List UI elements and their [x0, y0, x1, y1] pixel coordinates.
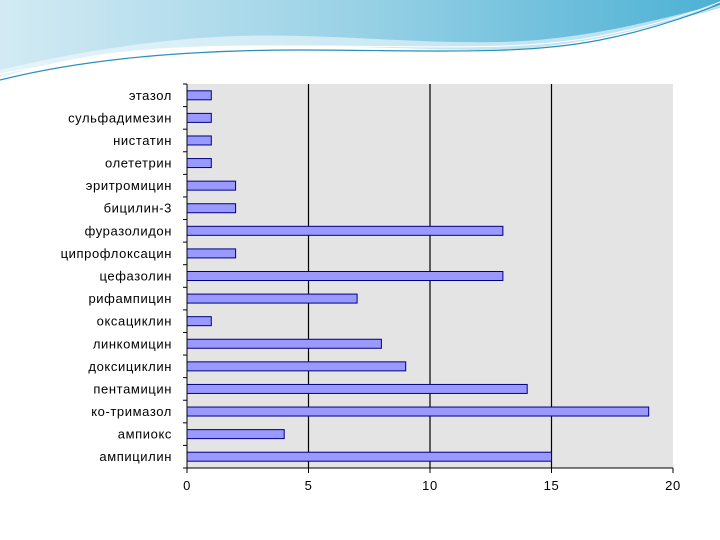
bar-14 [186, 406, 650, 417]
bar-1 [186, 112, 212, 123]
bar-0 [186, 90, 212, 101]
bar-5 [186, 203, 237, 214]
x-tick-label: 20 [665, 478, 681, 493]
bar-15 [186, 429, 285, 440]
bar-16 [186, 451, 552, 462]
category-label: ко-тримазол [91, 404, 172, 419]
bars [186, 90, 650, 462]
header-wave-decoration [0, 0, 720, 81]
bar-3 [186, 158, 212, 169]
x-tick-label: 0 [183, 478, 191, 493]
bar-6 [186, 225, 504, 236]
category-label: доксициклин [88, 359, 172, 374]
wave-line-2 [0, 1, 720, 75]
category-label: сульфадимезин [68, 110, 172, 125]
category-label: олететрин [105, 156, 172, 171]
category-label: пентамицин [93, 381, 172, 396]
category-label: бицилин-3 [104, 201, 172, 216]
bar-7 [186, 248, 237, 259]
bar-8 [186, 271, 504, 281]
wave-line [0, 3, 720, 81]
category-label: оксациклин [97, 314, 172, 329]
bar-13 [186, 383, 528, 394]
x-tick-label: 5 [305, 478, 313, 493]
category-label: ампицилин [99, 449, 172, 464]
axes [183, 83, 674, 473]
bar-11 [186, 338, 382, 349]
wave-shape-front [0, 0, 720, 70]
tick-labels: 0 5 10 15 20 [183, 478, 681, 493]
bar-2 [186, 135, 212, 146]
bar-9 [186, 293, 358, 304]
bar-12 [186, 361, 407, 372]
category-label: ципрофлоксацин [61, 246, 172, 261]
category-label: фуразолидон [85, 223, 172, 238]
category-label: нистатин [113, 133, 172, 148]
category-label: ампиокс [118, 427, 172, 442]
x-tick-label: 10 [422, 478, 438, 493]
category-label: линкомицин [93, 336, 172, 351]
category-label: цефазолин [100, 269, 173, 284]
category-labels: этазол сульфадимезин нистатин олететрин эрит… [61, 88, 172, 464]
bar-4 [186, 180, 237, 191]
x-tick-label: 15 [544, 478, 560, 493]
bar-10 [186, 316, 212, 327]
category-label: рифампицин [88, 291, 172, 306]
category-label: этазол [129, 88, 172, 103]
category-label: эритромицин [86, 178, 172, 193]
